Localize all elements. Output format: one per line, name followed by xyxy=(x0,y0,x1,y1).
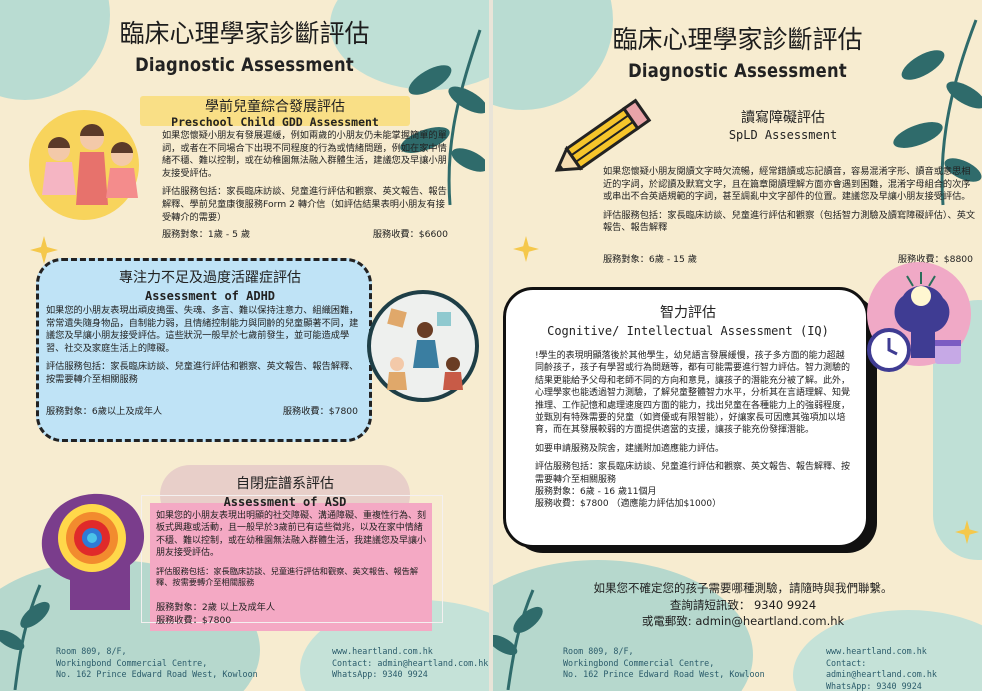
sparkle-icon xyxy=(513,236,539,262)
iq-services: 評估服務包括：家長臨床訪談、兒童進行評估和觀察、英文報告、報告解釋、按需要轉介至… xyxy=(535,462,851,485)
footer-address-line-2: Workingbond Commercial Centre, xyxy=(563,657,715,668)
asd-title-en: Assessment of ASD xyxy=(223,495,347,509)
iq-title-en: Cognitive/ Intellectual Assessment (IQ) xyxy=(547,324,829,338)
gdd-title-en: Preschool Child GDD Assessment xyxy=(171,115,379,129)
asd-fee: 服務收費：$7800 xyxy=(156,614,232,626)
gdd-title-zh: 學前兒童綜合發展評估 xyxy=(205,99,345,115)
iq-body: !學生的表現明顯落後於其他學生，幼兒語言發展緩慢，孩子多方面的能力超越同齡孩子，… xyxy=(535,351,851,436)
asd-description: 如果您的小朋友表現出明顯的社交障礙、溝通障礙、重複性行為、刻板式興趣或活動，且一… xyxy=(156,510,428,594)
spld-price-row: 服務對象：6歲 - 15 歲 服務收費：$8800 xyxy=(603,251,973,265)
pencil-icon xyxy=(554,98,652,172)
gdd-heading-highlight xyxy=(140,96,410,126)
spld-title-en: SpLD Assessment xyxy=(728,128,838,142)
footer-address-line-3: No. 162 Prince Edward Road West, Kowloon xyxy=(56,669,258,679)
asd-frame xyxy=(141,495,443,623)
spld-description: 如果您懷疑小朋友閱讀文字時欠流暢，經常錯讀或忘記讀音，容易混淆字形、讀音或意思相… xyxy=(603,166,977,241)
asd-price: 服務對象：2歲 以上及成年人 服務收費：$7800 xyxy=(156,602,428,627)
adhd-title-zh: 專注力不足及過度活躍症評估 xyxy=(119,270,301,286)
iq-description: !學生的表現明顯落後於其他學生，幼兒語言發展緩慢，孩子多方面的能力超越同齡孩子，… xyxy=(535,350,853,511)
footer-address: Room 809, 8/F, Workingbond Commercial Ce… xyxy=(56,646,258,681)
spld-target: 服務對象：6歲 - 15 歲 xyxy=(603,254,697,265)
asd-title-zh: 自閉症譜系評估 xyxy=(236,476,334,492)
gdd-target: 服務對象：1歲 - 5 歲 xyxy=(162,229,251,240)
adhd-description: 如果您的小朋友表現出頑皮搗蛋、失魂、多言、難以保持注意力、組織困難，常常遺失隨身… xyxy=(46,305,362,393)
footer-address: Room 809, 8/F, Workingbond Commercial Ce… xyxy=(563,646,765,681)
footer-address-line-1: Room 809, 8/F, xyxy=(563,646,634,656)
page-title-en: Diagnostic Assessment xyxy=(628,60,847,82)
footer-contact: www.heartland.com.hk Contact: admin@hear… xyxy=(826,646,982,691)
enquiry-line-1: 如果您不確定您的孩子需要哪種測驗，請隨時與我們聯繫。 xyxy=(593,581,893,595)
iq-title-zh: 智力評估 xyxy=(660,305,716,321)
footer-email-link[interactable]: Contact: admin@heartland.com.hk xyxy=(826,657,937,680)
sparkle-icon xyxy=(955,520,979,544)
adhd-fee: 服務收費：$7800 xyxy=(282,406,358,417)
iq-target: 服務對象：6歲 - 16 歲11個月 xyxy=(535,487,657,498)
leaf-decoration-icon xyxy=(0,584,50,690)
footer-website-link[interactable]: www.heartland.com.hk xyxy=(826,646,927,656)
enquiry-phone[interactable]: 查詢請短訊致： 9340 9924 xyxy=(669,597,817,612)
iq-card xyxy=(503,287,869,548)
brain-clock-illustration-icon xyxy=(867,262,971,372)
asd-card xyxy=(150,503,432,631)
gdd-services: 評估服務包括：家長臨床訪談、兒童進行評估和觀察、英文報告、報告解釋、學前兒童康復… xyxy=(162,186,447,223)
sparkle-icon xyxy=(30,236,58,264)
leaf-decoration-icon xyxy=(493,589,543,690)
footer-contact: www.heartland.com.hk Contact: admin@hear… xyxy=(332,646,488,681)
footer-address-line-3: No. 162 Prince Edward Road West, Kowloon xyxy=(563,669,765,679)
adhd-services: 評估服務包括：家長臨床訪談、兒童進行評估和觀察、英文報告、報告解釋、按需要轉介至… xyxy=(46,361,359,385)
adhd-price-row: 服務對象：6歲以上及成年人 服務收費：$7800 xyxy=(46,403,358,417)
leaf-decoration-icon xyxy=(893,19,982,206)
footer-email-link[interactable]: Contact: admin@heartland.com.hk xyxy=(332,657,489,668)
asd-target: 服務對象：2歲 以上及成年人 xyxy=(156,602,276,613)
iq-fee: 服務收費：$7800 （適應能力評估加$1000） xyxy=(535,499,722,510)
footer-whatsapp[interactable]: WhatsApp: 9340 9924 xyxy=(332,669,428,679)
spld-services: 評估服務包括：家長臨床訪談、兒童進行評估和觀察（包括智力測驗及讀寫障礙評估）、英… xyxy=(603,209,976,234)
page-title-en: Diagnostic Assessment xyxy=(135,54,354,76)
footer-whatsapp[interactable]: WhatsApp: 9340 9924 xyxy=(826,680,922,691)
footer-address-line-1: Room 809, 8/F, xyxy=(56,646,127,656)
adhd-title-en: Assessment of ADHD xyxy=(144,289,276,303)
enquiry-email[interactable]: 或電郵致: admin@heartland.com.hk xyxy=(641,614,845,628)
spld-title-zh: 讀寫障礙評估 xyxy=(741,110,825,126)
asd-services: 評估服務包括：家長臨床訪談、兒童進行評估和觀察、英文報告、報告解釋、按需要轉介至… xyxy=(156,565,419,587)
spld-body: 如果您懷疑小朋友閱讀文字時欠流暢，經常錯讀或忘記讀音，容易混淆字形、讀音或意思相… xyxy=(603,166,971,203)
gdd-description: 如果您懷疑小朋友有發展遲緩，例如兩歲的小朋友仍未能掌握簡單的單詞，或者在不同場合… xyxy=(162,130,452,230)
left-page: 臨床心理學家診斷評估 Diagnostic Assessment 學前兒童綜合發… xyxy=(0,0,489,691)
gdd-price-row: 服務對象：1歲 - 5 歲 服務收費：$6600 xyxy=(162,226,448,240)
right-page: 臨床心理學家診斷評估 Diagnostic Assessment 讀寫障礙評估 … xyxy=(493,0,982,691)
page-title-zh: 臨床心理學家診斷評估 xyxy=(119,19,370,48)
adhd-body: 如果您的小朋友表現出頑皮搗蛋、失魂、多言、難以保持注意力、組織困難，常常遺失隨身… xyxy=(46,305,359,354)
adhd-target: 服務對象：6歲以上及成年人 xyxy=(46,406,163,417)
enquiry-block: 如果您不確定您的孩子需要哪種測驗，請隨時與我們聯繫。 查詢請短訊致： 9340 … xyxy=(553,580,933,630)
gdd-fee: 服務收費：$6600 xyxy=(372,229,448,240)
activity-illustration-icon xyxy=(367,290,479,402)
footer-website-link[interactable]: www.heartland.com.hk xyxy=(332,646,433,656)
gdd-body: 如果您懷疑小朋友有發展遲緩，例如兩歲的小朋友仍未能掌握簡單的單詞，或者在不同場合… xyxy=(162,130,447,179)
brain-head-illustration-icon xyxy=(41,493,145,610)
page-title-zh: 臨床心理學家診斷評估 xyxy=(612,25,863,54)
footer-address-line-2: Workingbond Commercial Centre, xyxy=(56,657,208,668)
iq-body-2: 如要申請服務及院舍，建議附加適應能力評估。 xyxy=(535,443,725,454)
leaf-decoration-icon xyxy=(400,29,485,206)
asd-body: 如果您的小朋友表現出明顯的社交障礙、溝通障礙、重複性行為、刻板式興趣或活動，且一… xyxy=(156,511,427,559)
children-illustration-icon xyxy=(29,110,139,220)
spld-fee: 服務收費：$8800 xyxy=(897,254,973,265)
